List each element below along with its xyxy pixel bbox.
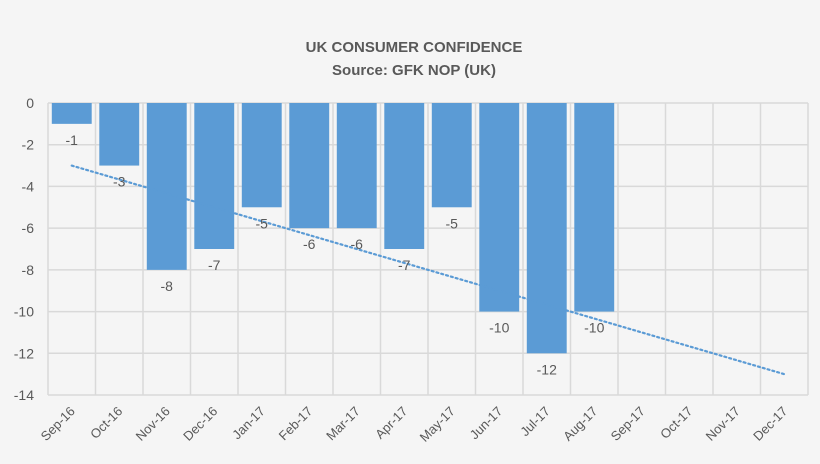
x-tick-label: Nov-16 xyxy=(133,404,173,444)
data-labels: -1 -3 -8 -7 -5 -6 -6 -7 -5 -10 -12 -10 xyxy=(66,132,605,377)
bar xyxy=(574,103,615,312)
y-tick-label: -14 xyxy=(14,387,34,403)
x-tick-label: Nov-17 xyxy=(703,404,743,444)
x-tick-label: Dec-17 xyxy=(750,404,790,444)
data-label: -3 xyxy=(113,174,126,190)
data-label: -10 xyxy=(584,320,604,336)
x-tick-label: Apr-17 xyxy=(372,404,410,442)
x-tick-label: Sep-17 xyxy=(608,404,648,444)
data-label: -6 xyxy=(303,236,316,252)
trendline xyxy=(70,164,786,376)
data-label: -5 xyxy=(446,215,459,231)
y-tick-label: -8 xyxy=(22,262,35,278)
bar xyxy=(526,103,567,354)
x-tick-label: Sep-16 xyxy=(38,404,78,444)
y-tick-label: -4 xyxy=(22,178,35,194)
bar xyxy=(431,103,472,208)
x-tick-label: Aug-17 xyxy=(560,404,600,444)
trendline-line xyxy=(70,164,786,376)
x-tick-label: Dec-16 xyxy=(180,404,220,444)
data-label: -12 xyxy=(537,361,557,377)
data-label: -1 xyxy=(66,132,79,148)
bar xyxy=(99,103,140,166)
y-tick-label: 0 xyxy=(26,95,34,111)
x-tick-label: Oct-16 xyxy=(87,404,125,442)
x-axis: Sep-16 Oct-16 Nov-16 Dec-16 Jan-17 Feb-17 Mar-… xyxy=(38,404,791,445)
bar xyxy=(289,103,330,229)
y-axis: 0 -2 -4 -6 -8 -10 -12 -14 xyxy=(14,95,34,403)
data-label: -5 xyxy=(256,215,269,231)
y-tick-label: -6 xyxy=(22,220,35,236)
data-label: -7 xyxy=(208,257,221,273)
x-tick-label: Jan-17 xyxy=(229,404,268,443)
x-tick-label: Oct-17 xyxy=(657,404,695,442)
y-tick-label: -12 xyxy=(14,345,34,361)
bar xyxy=(384,103,425,249)
y-tick-label: -10 xyxy=(14,304,34,320)
data-label: -8 xyxy=(161,278,174,294)
data-label: -10 xyxy=(489,320,509,336)
data-label: -7 xyxy=(398,257,411,273)
x-tick-label: Mar-17 xyxy=(323,404,363,444)
y-tick-label: -2 xyxy=(22,137,35,153)
bar xyxy=(479,103,520,312)
bars xyxy=(51,103,615,354)
bar xyxy=(51,103,92,124)
bar xyxy=(336,103,377,229)
x-tick-label: Jul-17 xyxy=(517,404,553,440)
bar xyxy=(146,103,187,270)
x-tick-label: Feb-17 xyxy=(276,404,316,444)
bar xyxy=(194,103,235,249)
data-label: -6 xyxy=(351,236,364,252)
chart-subtitle: Source: GFK NOP (UK) xyxy=(332,62,496,79)
x-tick-label: May-17 xyxy=(417,404,458,445)
chart-title: UK CONSUMER CONFIDENCE xyxy=(306,39,523,56)
x-tick-label: Jun-17 xyxy=(467,404,506,443)
gridlines xyxy=(47,102,809,396)
bar xyxy=(241,103,282,208)
